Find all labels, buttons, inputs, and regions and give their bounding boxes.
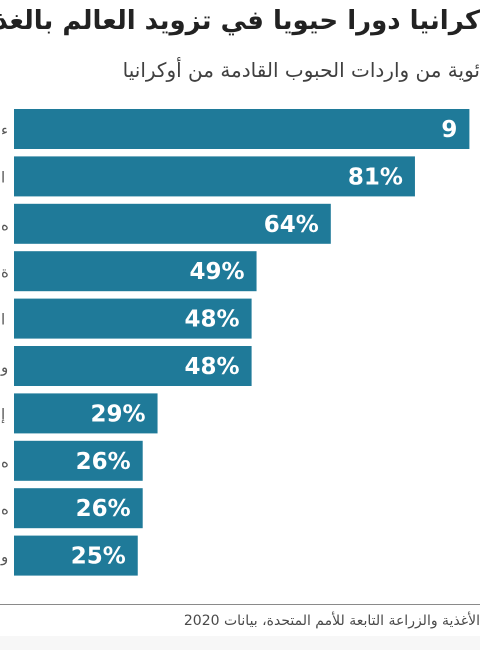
source-note: الأغذية والزراعة التابعة للأمم المتحدة، … <box>183 613 480 629</box>
chart-title: كرانيا دورا حيويا في تزويد العالم بالغذا <box>0 6 480 36</box>
bar <box>14 109 470 149</box>
category-label-stub: ه <box>1 216 9 234</box>
bar <box>14 203 331 244</box>
category-label-stub: ة <box>1 263 9 281</box>
category-label-stub: ه <box>1 453 9 471</box>
bar <box>14 440 143 481</box>
bar-value-label: 48% <box>185 354 240 380</box>
footer-divider <box>0 604 480 605</box>
category-label-stub: ء <box>1 121 8 139</box>
bar-value-label: 48% <box>185 307 240 333</box>
bar-value-label: 26% <box>76 496 131 522</box>
bar-value-label: 26% <box>76 449 131 475</box>
bar <box>14 393 158 434</box>
category-label-stub: ا <box>1 168 5 186</box>
category-label-stub: ا <box>1 311 5 329</box>
bar <box>14 156 415 197</box>
bar <box>14 535 138 576</box>
bar <box>14 488 143 529</box>
category-label-stub: ه <box>1 500 9 518</box>
chart-subtitle: ئوية من واردات الحبوب القادمة من أوكراني… <box>122 58 480 82</box>
bar-value-label: 81% <box>348 164 403 190</box>
category-label-stub: و <box>0 358 8 376</box>
bar <box>14 346 252 386</box>
category-label-stub: و <box>0 548 8 566</box>
bar <box>14 298 252 339</box>
bottom-strip <box>0 636 480 650</box>
bar-value-label: 29% <box>90 401 145 427</box>
bar-chart: ء 9 ا 81% ه 64% ة 49% ا 48% و 48% إ 29% ه 26% ه 26% و 25% <box>0 109 470 576</box>
bar <box>14 251 257 292</box>
bar-value-label: 9 <box>441 117 457 143</box>
bar-value-label: 25% <box>71 544 126 570</box>
bar-value-label: 64% <box>264 212 319 238</box>
bar-value-label: 49% <box>189 259 244 285</box>
category-label-stub: إ <box>1 405 5 423</box>
